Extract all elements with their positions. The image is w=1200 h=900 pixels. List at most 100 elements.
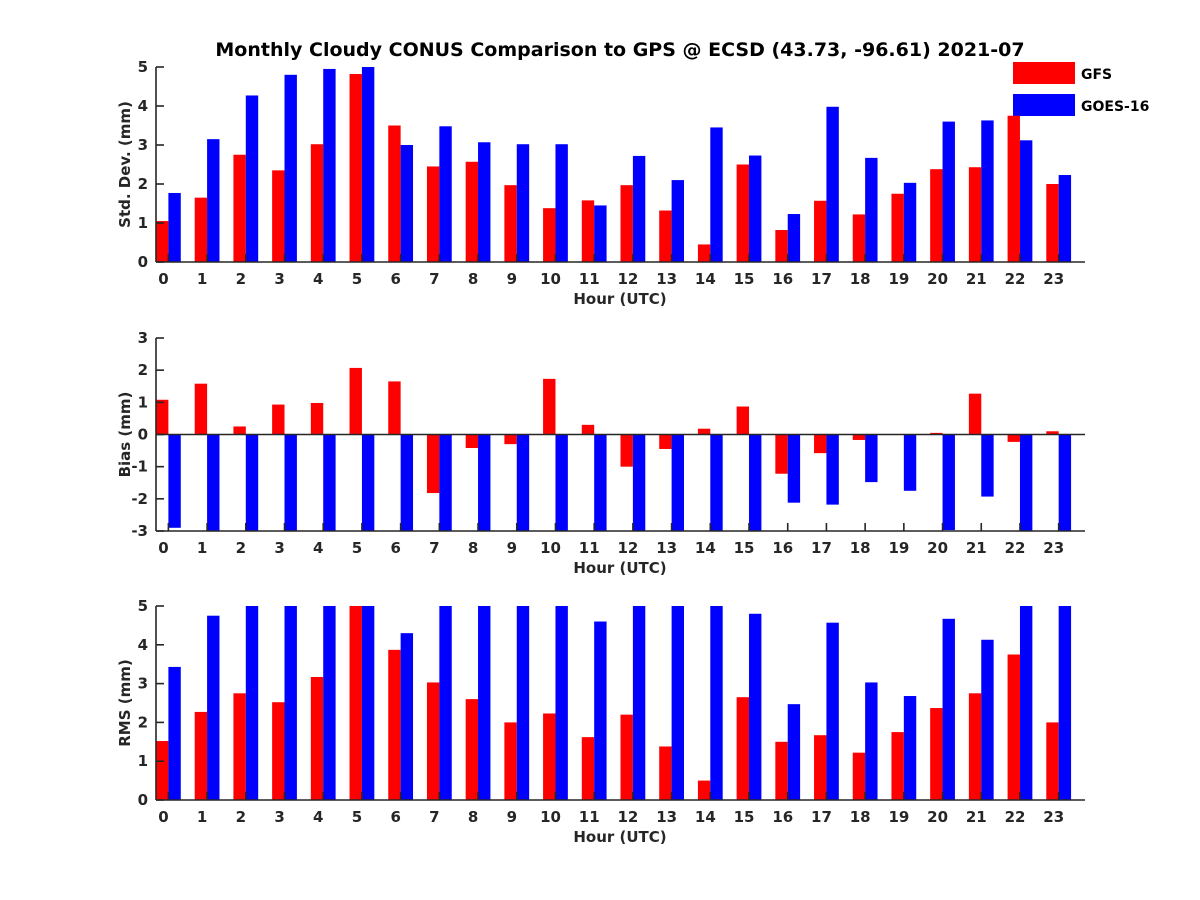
std-dev-x-tick-label: 23 xyxy=(1043,270,1064,288)
bias-bar-goes16-20 xyxy=(942,434,955,531)
std-dev-bar-goes16-21 xyxy=(981,120,994,263)
legend: GFS GOES-16 xyxy=(1013,62,1149,116)
rms-bar-gfs-13 xyxy=(659,746,672,800)
bias-bar-gfs-22 xyxy=(1007,434,1020,442)
std-dev-x-tick-label: 15 xyxy=(734,270,755,288)
rms-bar-goes16-13 xyxy=(671,606,684,800)
bias-x-tick-label: 12 xyxy=(617,539,638,557)
std-dev-y-tick-label: 4 xyxy=(138,97,148,115)
rms-bar-gfs-9 xyxy=(504,722,517,800)
std-dev-bar-gfs-1 xyxy=(194,197,208,262)
std-dev-bar-gfs-17 xyxy=(814,200,827,262)
rms-bar-gfs-10 xyxy=(543,713,556,800)
bias-bar-goes16-7 xyxy=(439,434,452,531)
legend-swatch-goes16 xyxy=(1013,94,1075,116)
rms-x-tick-label: 5 xyxy=(352,808,362,826)
std-dev-x-tick-label: 5 xyxy=(352,270,362,288)
std-dev-y-tick-label: 2 xyxy=(138,175,148,193)
std-dev-bar-goes16-6 xyxy=(400,145,414,262)
rms-bar-gfs-3 xyxy=(272,702,285,800)
std-dev-x-tick-label: 3 xyxy=(274,270,284,288)
bias-x-tick-label: 16 xyxy=(772,539,793,557)
bias-bar-gfs-12 xyxy=(620,434,633,467)
bias-bar-gfs-15 xyxy=(736,406,750,435)
std-dev-bar-gfs-11 xyxy=(581,200,595,262)
rms-bar-gfs-23 xyxy=(1046,722,1059,800)
rms-bar-goes16-3 xyxy=(284,606,297,800)
std-dev-y-axis-title: Std. Dev. (mm) xyxy=(116,101,134,228)
rms-bar-gfs-1 xyxy=(194,711,208,800)
std-dev-bar-gfs-14 xyxy=(697,244,711,262)
rms-y-tick-label: 5 xyxy=(138,597,148,615)
std-dev-y-tick-label: 1 xyxy=(138,214,148,232)
std-dev-bar-gfs-19 xyxy=(891,193,904,262)
rms-bar-gfs-20 xyxy=(930,708,943,800)
rms-x-tick-label: 11 xyxy=(579,808,600,826)
std-dev-x-tick-label: 18 xyxy=(850,270,871,288)
std-dev-bar-gfs-15 xyxy=(736,164,750,262)
rms-bar-goes16-14 xyxy=(710,606,723,800)
rms-x-tick-label: 2 xyxy=(236,808,246,826)
std-dev-x-tick-label: 16 xyxy=(772,270,793,288)
rms-bar-gfs-17 xyxy=(814,735,827,800)
legend-label-gfs: GFS xyxy=(1081,67,1112,83)
rms-x-tick-label: 10 xyxy=(540,808,561,826)
rms-y-axis-title: RMS (mm) xyxy=(116,659,134,746)
bias-y-tick-label: 1 xyxy=(138,393,148,411)
rms-bar-goes16-20 xyxy=(942,618,955,800)
rms-bar-gfs-11 xyxy=(581,737,595,800)
std-dev-bar-gfs-20 xyxy=(930,169,943,262)
std-dev-x-tick-label: 8 xyxy=(468,270,478,288)
std-dev-bar-gfs-7 xyxy=(426,166,440,262)
bias-bar-goes16-3 xyxy=(284,434,297,531)
std-dev-bar-gfs-8 xyxy=(465,161,479,262)
std-dev-bar-gfs-0 xyxy=(156,221,169,262)
rms-x-tick-label: 6 xyxy=(390,808,400,826)
bias-y-tick-label: -3 xyxy=(131,522,148,540)
std-dev-bar-gfs-18 xyxy=(852,214,866,262)
bias-x-tick-label: 15 xyxy=(734,539,755,557)
rms-bar-goes16-15 xyxy=(749,613,762,800)
bias-bar-gfs-23 xyxy=(1046,431,1059,435)
rms-bar-gfs-5 xyxy=(349,606,362,800)
rms-x-axis-title: Hour (UTC) xyxy=(573,828,666,846)
std-dev-x-tick-label: 13 xyxy=(656,270,677,288)
bias-bar-gfs-6 xyxy=(388,381,401,435)
bias-bar-goes16-19 xyxy=(903,434,917,491)
rms-x-tick-label: 14 xyxy=(695,808,716,826)
bias-bar-goes16-10 xyxy=(555,434,568,531)
rms-x-tick-label: 8 xyxy=(468,808,478,826)
bias-bar-goes16-13 xyxy=(671,434,684,531)
std-dev-bar-gfs-5 xyxy=(349,74,362,263)
bias-bar-gfs-0 xyxy=(156,399,169,435)
rms-bar-goes16-1 xyxy=(207,615,220,800)
rms-bar-goes16-0 xyxy=(168,666,181,800)
std-dev-bar-gfs-22 xyxy=(1007,115,1020,262)
rms-x-tick-label: 12 xyxy=(617,808,638,826)
rms-x-tick-label: 13 xyxy=(656,808,677,826)
std-dev-bar-goes16-20 xyxy=(942,121,955,262)
std-dev-bar-goes16-5 xyxy=(361,67,375,262)
std-dev-x-tick-label: 1 xyxy=(197,270,207,288)
rms-x-tick-label: 1 xyxy=(197,808,207,826)
bias-bar-gfs-11 xyxy=(581,424,595,435)
bias-x-tick-label: 10 xyxy=(540,539,561,557)
rms-bar-gfs-15 xyxy=(736,697,750,800)
bias-bar-goes16-0 xyxy=(168,434,181,528)
rms-bar-gfs-22 xyxy=(1007,654,1020,800)
std-dev-bar-goes16-16 xyxy=(787,214,801,262)
rms-x-tick-label: 23 xyxy=(1043,808,1064,826)
rms-bar-goes16-6 xyxy=(400,633,414,800)
bias-bar-goes16-16 xyxy=(787,434,801,503)
rms-bar-goes16-18 xyxy=(865,682,878,800)
bias-bar-goes16-15 xyxy=(749,434,762,531)
bias-bar-goes16-14 xyxy=(710,434,723,531)
bias-bar-goes16-18 xyxy=(865,434,878,483)
std-dev-x-tick-label: 12 xyxy=(617,270,638,288)
rms-y-tick-label: 1 xyxy=(138,752,148,770)
std-dev-bar-gfs-16 xyxy=(775,230,788,262)
rms-bar-gfs-19 xyxy=(891,732,904,800)
rms-x-tick-label: 21 xyxy=(966,808,987,826)
rms-bar-gfs-4 xyxy=(310,677,324,800)
